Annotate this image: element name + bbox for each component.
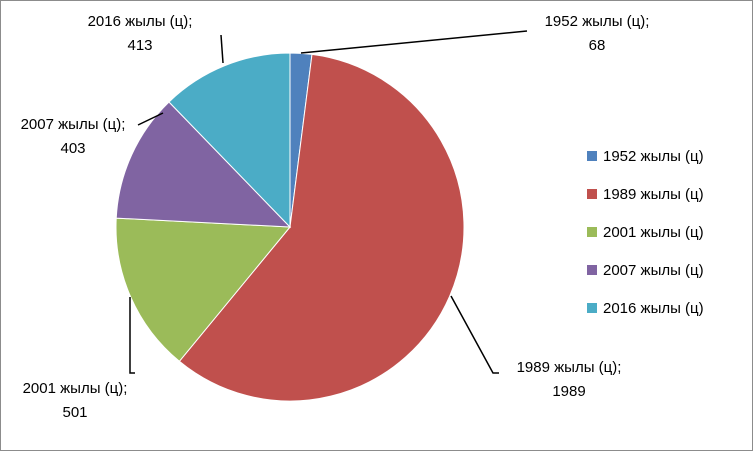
- data-label-name-0: 1952 жылы (ц);: [545, 13, 650, 30]
- legend-item-0: 1952 жылы (ц): [587, 137, 747, 175]
- legend-label: 1952 жылы (ц): [603, 147, 704, 165]
- leader-line-3: [137, 112, 164, 126]
- legend-item-1: 1989 жылы (ц): [587, 175, 747, 213]
- legend-label: 2001 жылы (ц): [603, 223, 704, 241]
- pie-slice-4: [168, 52, 291, 229]
- pie-slice-2: [115, 217, 292, 363]
- legend-swatch: [587, 151, 597, 161]
- legend-item-2: 2001 жылы (ц): [587, 213, 747, 251]
- legend-swatch: [587, 303, 597, 313]
- data-label-name-2: 2001 жылы (ц);: [23, 380, 128, 397]
- leader-line-1: [450, 295, 499, 374]
- legend-label: 1989 жылы (ц): [603, 185, 704, 203]
- data-label-value-0: 68: [589, 37, 606, 54]
- legend-swatch: [587, 227, 597, 237]
- data-label-name-3: 2007 жылы (ц);: [21, 116, 126, 133]
- pie-slice-3: [115, 101, 292, 228]
- data-label-value-3: 403: [60, 140, 85, 157]
- data-label-value-1: 1989: [552, 383, 585, 400]
- legend: 1952 жылы (ц) 1989 жылы (ц) 2001 жылы (ц) 2…: [587, 137, 747, 327]
- legend-item-4: 2016 жылы (ц): [587, 289, 747, 327]
- leader-line-2: [129, 297, 135, 374]
- legend-swatch: [587, 265, 597, 275]
- legend-swatch: [587, 189, 597, 199]
- legend-item-3: 2007 жылы (ц): [587, 251, 747, 289]
- data-label-value-4: 413: [127, 37, 152, 54]
- pie-slice-1: [178, 53, 465, 402]
- data-label-value-2: 501: [62, 404, 87, 421]
- legend-label: 2007 жылы (ц): [603, 261, 704, 279]
- leader-line-0: [300, 30, 528, 54]
- leader-line-4: [220, 34, 224, 64]
- data-label-name-1: 1989 жылы (ц);: [517, 359, 622, 376]
- data-label-name-4: 2016 жылы (ц);: [88, 13, 193, 30]
- legend-label: 2016 жылы (ц): [603, 299, 704, 317]
